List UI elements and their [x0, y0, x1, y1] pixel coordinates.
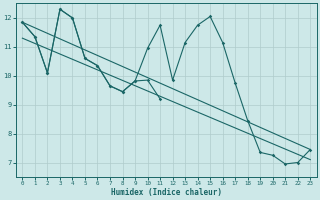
X-axis label: Humidex (Indice chaleur): Humidex (Indice chaleur) [111, 188, 222, 197]
